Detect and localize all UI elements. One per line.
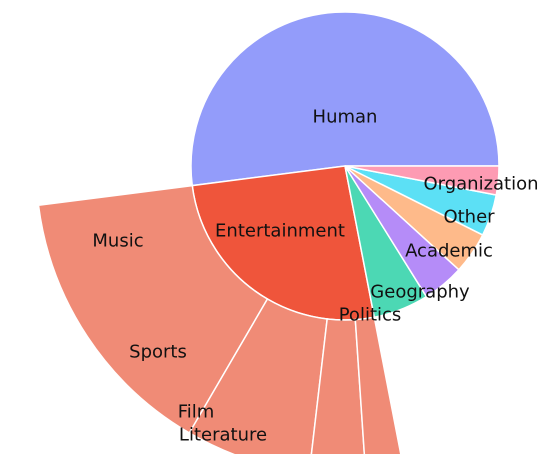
slice-literature: [354, 316, 402, 454]
label-geography: Geography: [370, 282, 470, 303]
label-film: Film: [178, 402, 215, 423]
slice-labels: Human Entertainment Politics Geography A…: [92, 107, 538, 446]
main-slices: [190, 11, 500, 321]
label-literature: Literature: [179, 425, 267, 446]
slice-human: [190, 11, 500, 187]
label-organization: Organization: [423, 174, 538, 195]
slice-sports: [188, 298, 329, 454]
label-politics: Politics: [339, 305, 402, 326]
label-academic: Academic: [405, 241, 493, 262]
slice-organization: [344, 165, 500, 196]
label-other: Other: [443, 207, 495, 228]
label-music: Music: [92, 231, 143, 252]
label-entertainment: Entertainment: [215, 221, 345, 242]
slice-music: [37, 184, 269, 434]
label-human: Human: [313, 107, 378, 128]
label-sports: Sports: [129, 342, 187, 363]
entertainment-sub-slices: [37, 184, 402, 454]
